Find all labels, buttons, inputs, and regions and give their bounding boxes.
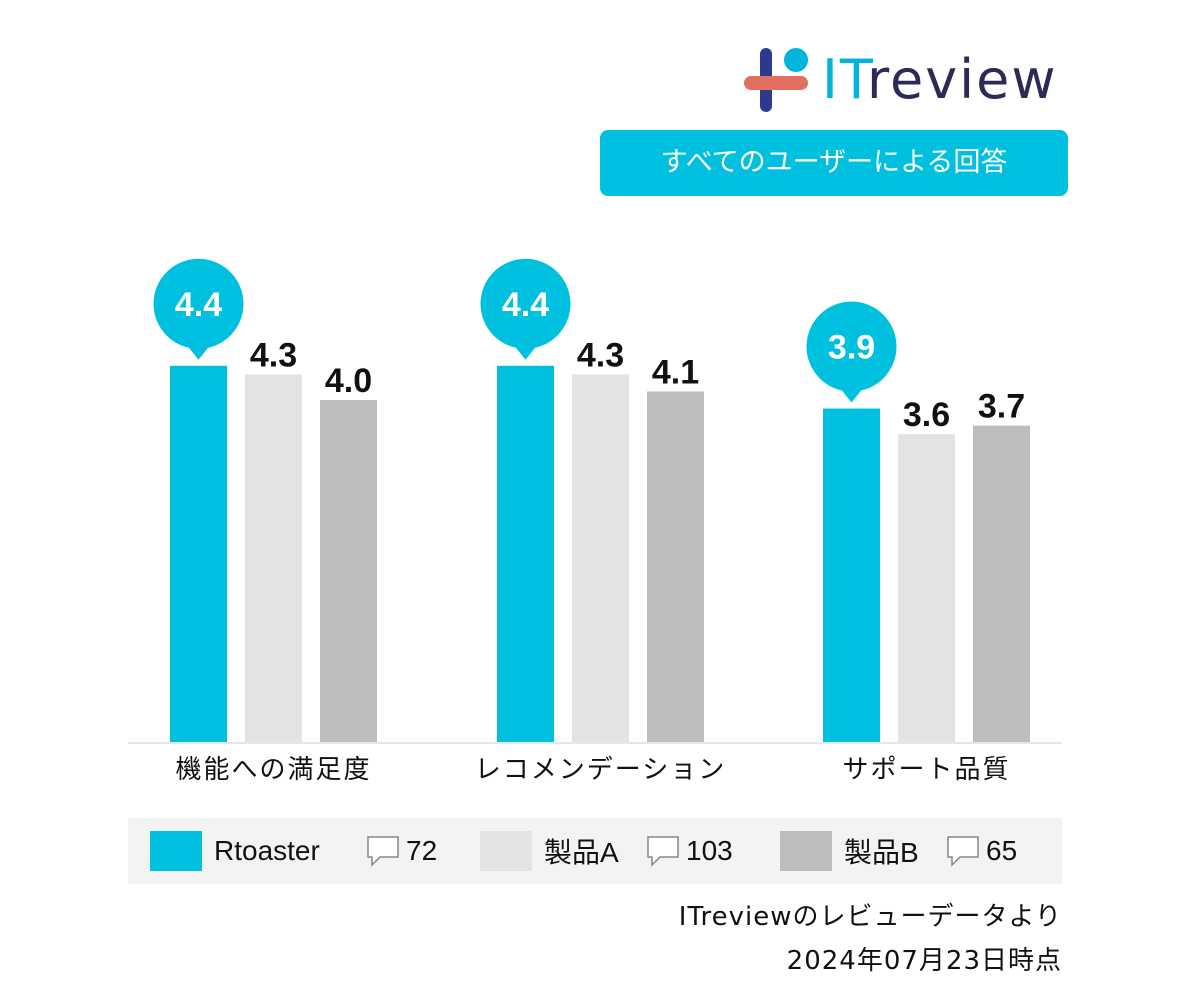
legend-count-rtoaster: 72 [366,818,437,884]
itreview-logo-mark [744,48,808,112]
data-label: 4.3 [577,336,624,374]
category-label: 機能への満足度 [175,755,371,785]
bar-製品B-0 [320,400,377,742]
data-label: 3.6 [903,396,950,434]
legend-label: Rtoaster [214,835,320,866]
data-label: 4.3 [250,336,297,374]
legend-item-product-b: 製品B [780,818,919,884]
value-bubble [480,258,571,349]
category-label: レコメンデーション [475,755,726,785]
value-bubble-pointer [513,344,538,360]
legend-swatch-product-a [480,831,532,871]
bar-Rtoaster-0 [170,365,227,742]
data-label: 3.9 [828,329,875,367]
data-label: 4.1 [652,353,699,391]
legend-swatch-rtoaster [150,831,202,871]
legend-label: 製品A [544,837,619,868]
comment-icon [947,836,979,867]
review-count: 65 [986,835,1018,866]
bar-chart: 4.4 4.3 4.0 機能への満足度 4.4 4.3 4.1 レコメンデーション 3.9 3.6… [128,258,1062,785]
data-label: 4.4 [175,286,222,324]
review-count: 72 [406,835,438,866]
chart-legend: Rtoaster 72 製品A 103 製品B 65 [128,818,1062,884]
legend-item-rtoaster: Rtoaster [150,818,320,884]
legend-swatch-product-b [780,831,832,871]
legend-count-product-a: 103 [646,818,733,884]
itreview-wordmark: ITreview [822,48,1058,111]
value-bubble [153,258,244,349]
comment-icon [647,836,679,867]
bar-製品B-1 [647,391,704,742]
legend-item-product-a: 製品A [480,818,619,884]
value-bubble-pointer [839,387,864,403]
review-count: 103 [686,835,733,866]
data-label: 4.0 [325,362,372,400]
bar-製品A-2 [898,434,955,742]
itreview-logo: ITreview [742,46,1072,116]
category-label: サポート品質 [842,755,1010,785]
value-bubble [806,301,897,392]
bar-製品A-0 [245,374,302,742]
bar-製品B-2 [973,425,1030,742]
bar-製品A-1 [572,374,629,742]
value-bubble-pointer [186,344,211,360]
data-label: 4.4 [502,286,549,324]
respondent-filter-badge: すべてのユーザーによる回答 [600,130,1068,196]
legend-label: 製品B [844,837,919,868]
bar-Rtoaster-2 [823,408,880,742]
comment-icon [367,836,399,867]
data-date-note: 2024年07月23日時点 [786,946,1062,976]
bar-Rtoaster-1 [497,365,554,742]
data-label: 3.7 [978,388,1025,426]
data-source-note: ITreviewのレビューデータより [678,902,1062,932]
legend-count-product-b: 65 [946,818,1017,884]
